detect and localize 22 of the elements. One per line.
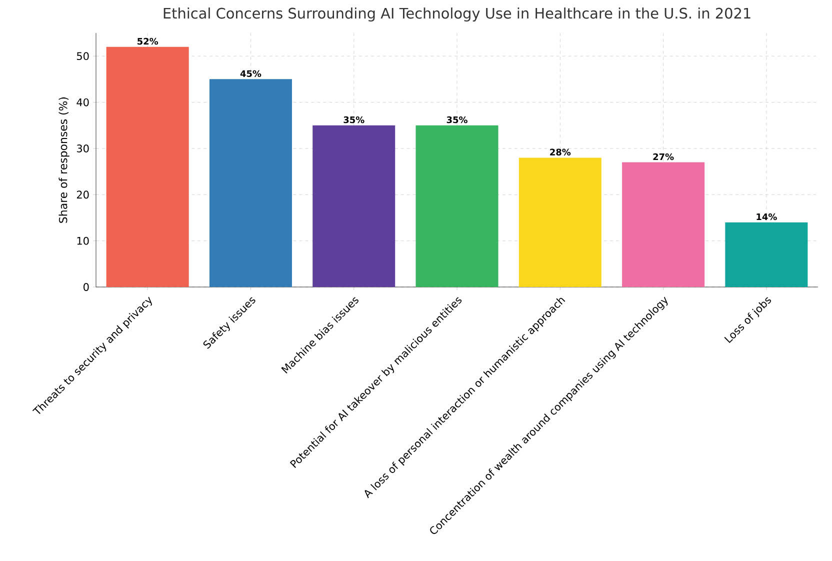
bar [312,125,396,287]
data-label: 27% [653,153,674,160]
y-tick-label: 20 [76,190,89,199]
bar [518,158,602,287]
y-tick-label: 40 [76,98,89,106]
data-label: 14% [756,213,777,220]
y-tick-label: 30 [76,144,89,152]
bar [725,222,808,287]
data-label: 35% [446,116,468,124]
chart-title: Ethical Concerns Surrounding AI Technology Use in Healthcare in the U.S. in 2021 [164,8,750,22]
y-tick-label: 0 [84,283,89,291]
data-label: 35% [344,116,364,124]
bar [416,125,498,287]
bar [622,162,705,287]
y-tick-label: 50 [76,52,89,60]
data-label: 28% [550,148,571,156]
y-tick-label: 10 [77,236,89,245]
data-label: 45% [240,70,262,77]
bar [209,79,292,287]
y-axis-title: Share of responses (%) [58,97,70,223]
bar [106,46,189,287]
data-label: 52% [138,38,158,45]
